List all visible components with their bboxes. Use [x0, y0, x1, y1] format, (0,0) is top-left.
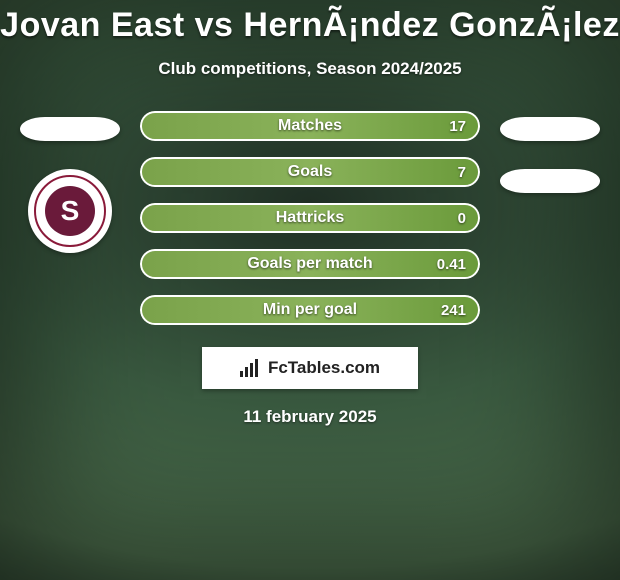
page-title: Jovan East vs HernÃ¡ndez GonzÃ¡lez	[0, 0, 620, 45]
stat-value-right: 0.41	[437, 249, 466, 279]
left-club-crest: S	[28, 169, 112, 253]
stat-bar: Matches17	[140, 111, 480, 141]
stat-label: Min per goal	[140, 295, 480, 325]
stat-label: Goals per match	[140, 249, 480, 279]
branding-box: FcTables.com	[202, 347, 418, 389]
stat-value-right: 241	[441, 295, 466, 325]
stat-value-right: 17	[449, 111, 466, 141]
main-row: S Matches17Goals7Hattricks0Goals per mat…	[0, 117, 620, 325]
stats-column: Matches17 Goals7 Hattricks0 Goals per match…	[130, 111, 490, 325]
crest-monogram: S	[45, 186, 95, 236]
stat-label: Hattricks	[140, 203, 480, 233]
left-flag	[20, 117, 120, 141]
branding-text: FcTables.com	[268, 358, 380, 378]
right-flag-2	[500, 169, 600, 193]
date: 11 february 2025	[0, 407, 620, 427]
stat-label: Goals	[140, 157, 480, 187]
stat-bar: Goals per match0.41	[140, 249, 480, 279]
stat-value-right: 0	[458, 203, 466, 233]
bar-chart-icon	[240, 359, 262, 377]
right-flag-1	[500, 117, 600, 141]
left-player-col: S	[10, 117, 130, 253]
crest-ring: S	[34, 175, 106, 247]
stat-label: Matches	[140, 111, 480, 141]
stat-bar: Min per goal241	[140, 295, 480, 325]
stat-value-right: 7	[458, 157, 466, 187]
stat-bar: Goals7	[140, 157, 480, 187]
card: Jovan East vs HernÃ¡ndez GonzÃ¡lez Club …	[0, 0, 620, 580]
subtitle: Club competitions, Season 2024/2025	[0, 59, 620, 79]
right-player-col	[490, 117, 610, 193]
stat-bar: Hattricks0	[140, 203, 480, 233]
